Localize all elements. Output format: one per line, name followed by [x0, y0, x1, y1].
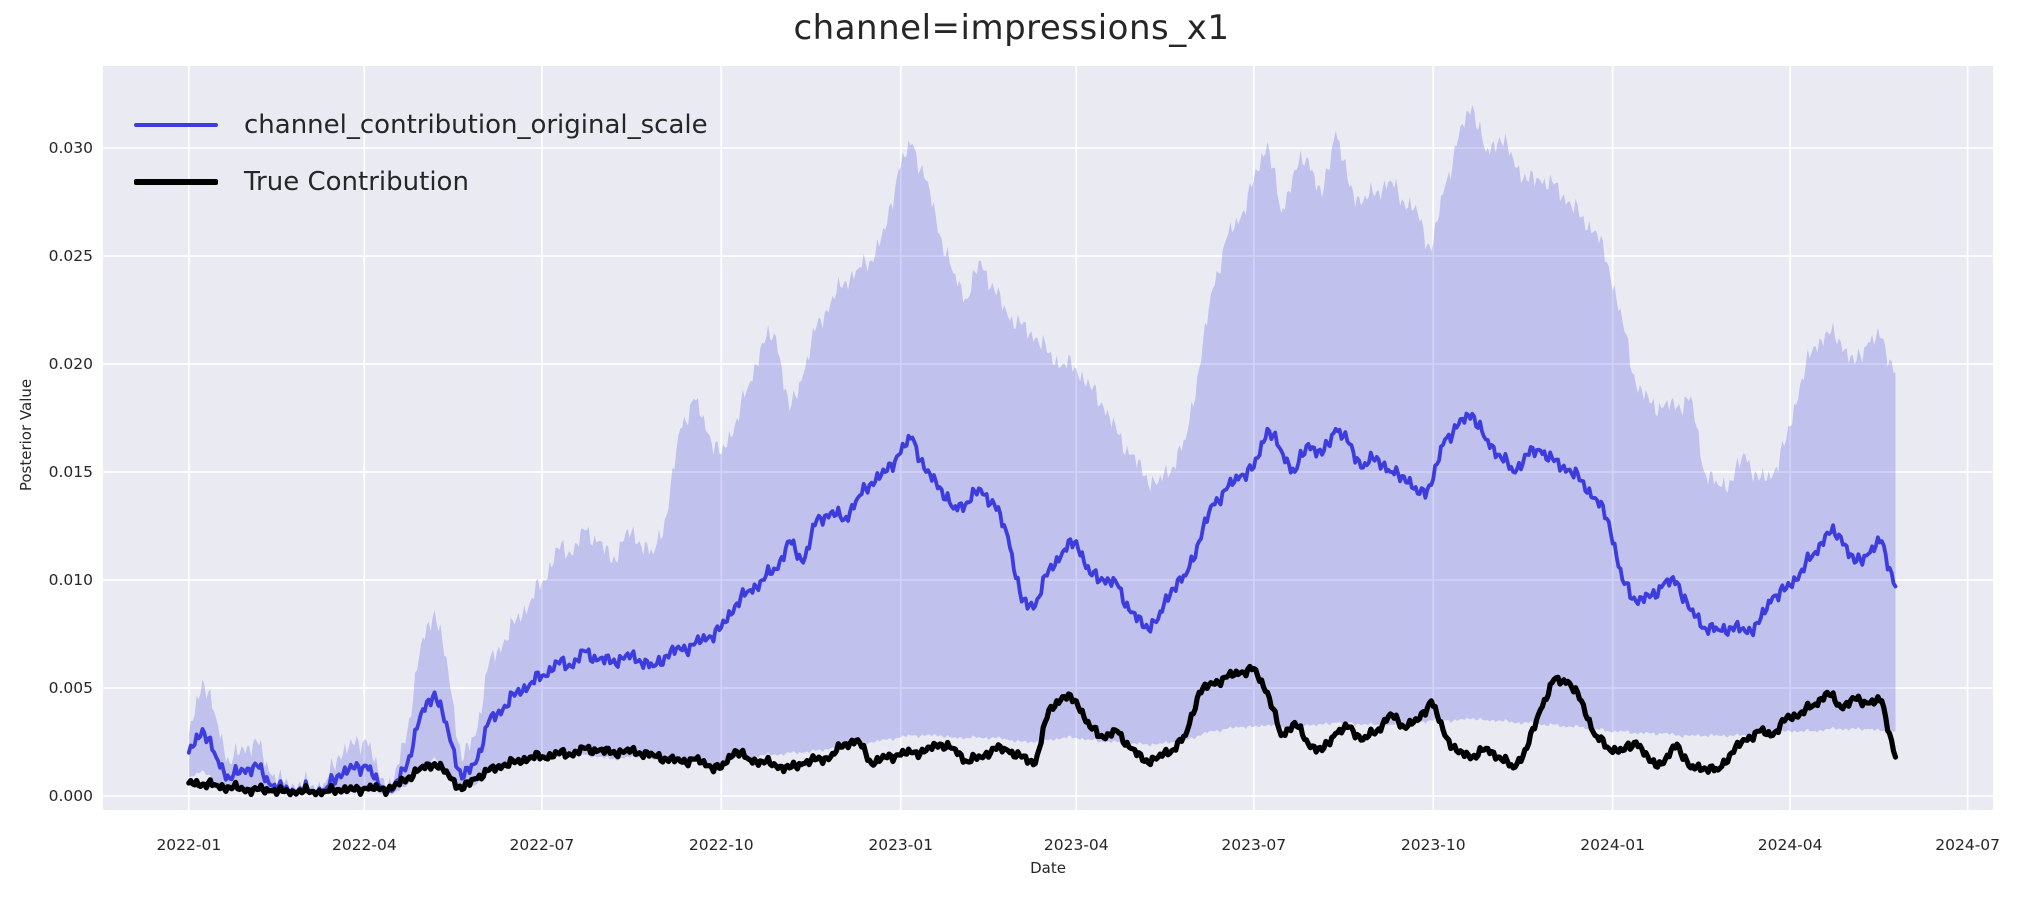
y-tick-label: 0.015 — [49, 463, 93, 481]
true-contribution-line — [186, 663, 1899, 798]
x-tick-label: 2024-01 — [1580, 836, 1645, 854]
x-axis-label: Date — [1030, 859, 1066, 877]
x-tick-label: 2023-07 — [1221, 836, 1286, 854]
y-tick-label: 0.020 — [49, 355, 93, 373]
x-tick-label: 2022-04 — [332, 836, 397, 854]
legend-label-posterior: channel_contribution_original_scale — [244, 109, 708, 140]
y-tick-label: 0.005 — [49, 679, 93, 697]
y-axis-label: Posterior Value — [17, 378, 35, 492]
posterior-mean-line — [186, 411, 1898, 796]
plot-background — [103, 66, 1993, 810]
x-tick-label: 2022-07 — [509, 836, 574, 854]
x-tick-label: 2022-10 — [689, 836, 754, 854]
legend-item-true: True Contribution — [134, 153, 708, 210]
x-tick-label: 2024-07 — [1935, 836, 2000, 854]
y-tick-label: 0.030 — [49, 139, 93, 157]
legend: channel_contribution_original_scale True… — [134, 96, 708, 210]
legend-line-posterior-icon — [134, 122, 218, 127]
y-tick-label: 0.025 — [49, 247, 93, 265]
x-tick-label: 2024-04 — [1758, 836, 1823, 854]
x-tick-label: 2023-01 — [868, 836, 933, 854]
y-tick-label: 0.000 — [49, 787, 93, 805]
x-tick-label: 2023-04 — [1044, 836, 1109, 854]
legend-label-true: True Contribution — [244, 166, 469, 197]
y-tick-label: 0.010 — [49, 571, 93, 589]
chart-title: channel=impressions_x1 — [793, 8, 1230, 48]
legend-item-posterior: channel_contribution_original_scale — [134, 96, 708, 153]
hdi-band — [188, 104, 1896, 796]
legend-line-true-icon — [134, 178, 218, 185]
x-tick-label: 2022-01 — [156, 836, 221, 854]
x-tick-label: 2023-10 — [1401, 836, 1466, 854]
